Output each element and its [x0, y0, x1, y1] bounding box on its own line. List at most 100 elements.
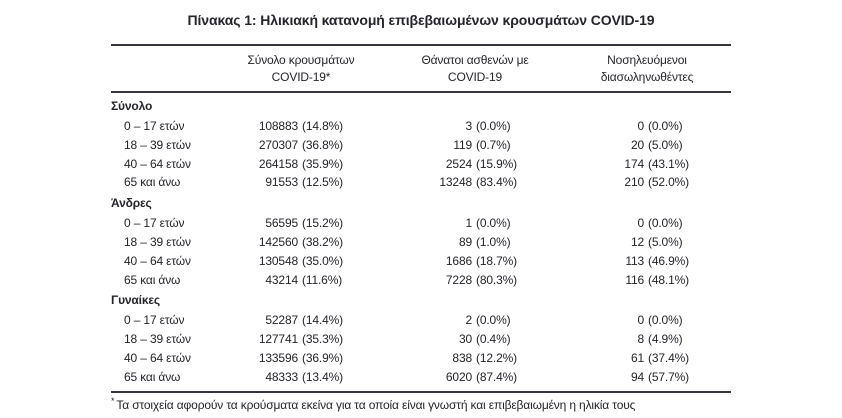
table-title: Πίνακας 1: Ηλικιακή κατανομή επιβεβαιωμέ… [187, 12, 655, 28]
cases-percent: (14.4%) [302, 313, 343, 328]
intubated-cell: 0 (0.0%) [563, 117, 731, 136]
deaths-cell: 1 (0.0%) [387, 214, 563, 233]
table-row: 40 – 64 ετών 264158 (35.9%) 2524 (15.9%) 1… [111, 155, 731, 174]
deaths-count: 838 [452, 350, 472, 365]
deaths-percent: (0.0%) [476, 216, 511, 231]
deaths-percent: (0.4%) [476, 332, 511, 347]
cases-count: 270307 [258, 137, 298, 152]
intubated-cell: 0 (0.0%) [563, 214, 731, 233]
col-header-intubated-line2: διασωληνωθέντες [600, 70, 694, 84]
cases-cell: 91553 (12.5%) [215, 173, 387, 192]
cases-cell: 142560 (38.2%) [215, 233, 387, 252]
intubated-percent: (52.0%) [648, 175, 689, 190]
covid-age-distribution-table: Σύνολο κρουσμάτων COVID-19* Θάνατοι ασθε… [111, 44, 731, 393]
deaths-percent: (87.4%) [476, 369, 517, 384]
cases-count: 48333 [265, 369, 298, 384]
table-row: 0 – 17 ετών 108883 (14.8%) 3 (0.0%) 0 (0.0%… [111, 117, 731, 136]
col-header-deaths: Θάνατοι ασθενών με COVID-19 [387, 52, 563, 86]
deaths-count: 119 [453, 137, 472, 152]
intubated-percent: (46.9%) [648, 253, 689, 268]
age-group-label: 0 – 17 ετών [124, 119, 185, 133]
deaths-cell: 7228 (80.3%) [387, 271, 563, 290]
table-row: 0 – 17 ετών 52287 (14.4%) 2 (0.0%) 0 (0.0%) [111, 311, 731, 330]
cases-cell: 133596 (36.9%) [215, 349, 387, 368]
row-label-column-header [111, 52, 215, 86]
deaths-cell: 6020 (87.4%) [387, 368, 563, 387]
table-row: 0 – 17 ετών 56595 (15.2%) 1 (0.0%) 0 (0.0%) [111, 214, 731, 233]
cases-cell: 264158 (35.9%) [215, 155, 387, 174]
cases-count: 133596 [258, 350, 298, 365]
intubated-cell: 0 (0.0%) [563, 311, 731, 330]
deaths-percent: (0.0%) [476, 313, 511, 328]
intubated-count: 113 [625, 253, 644, 268]
age-group-label: 18 – 39 ετών [124, 234, 191, 249]
deaths-percent: (0.7%) [476, 137, 511, 152]
intubated-count: 8 [637, 332, 644, 347]
intubated-percent: (43.1%) [648, 156, 689, 171]
intubated-cell: 116 (48.1%) [563, 271, 731, 290]
footnote-asterisk: * [111, 395, 115, 406]
cases-cell: 48333 (13.4%) [215, 368, 387, 387]
deaths-cell: 3 (0.0%) [387, 117, 563, 136]
cases-percent: (11.6%) [302, 272, 343, 287]
cases-percent: (35.0%) [302, 253, 343, 268]
section-label: Γυναίκες [111, 293, 161, 308]
intubated-cell: 210 (52.0%) [563, 173, 731, 192]
cases-count: 91553 [265, 175, 298, 190]
cases-count: 264158 [258, 156, 298, 171]
table-row: 40 – 64 ετών 130548 (35.0%) 1686 (18.7%) 1… [111, 252, 731, 271]
cases-count: 56595 [265, 216, 298, 231]
cases-cell: 56595 (15.2%) [215, 214, 387, 233]
col-header-total-cases: Σύνολο κρουσμάτων COVID-19* [215, 52, 387, 86]
intubated-count: 12 [630, 234, 644, 249]
table-row: 65 και άνω 91553 (12.5%) 13248 (83.4%) 210… [111, 173, 731, 192]
cases-cell: 130548 (35.0%) [215, 252, 387, 271]
cases-cell: 270307 (36.8%) [215, 136, 387, 155]
intubated-percent: (57.7%) [648, 369, 689, 384]
deaths-cell: 1686 (18.7%) [387, 252, 563, 271]
intubated-count: 0 [637, 313, 644, 328]
intubated-cell: 94 (57.7%) [563, 368, 731, 387]
age-group-label: 40 – 64 ετών [124, 350, 191, 365]
deaths-count: 1686 [445, 253, 472, 268]
deaths-count: 30 [458, 332, 472, 347]
intubated-cell: 113 (46.9%) [563, 252, 731, 271]
cases-count: 52287 [265, 313, 298, 328]
cases-percent: (15.2%) [302, 216, 343, 231]
deaths-percent: (80.3%) [476, 272, 517, 287]
intubated-percent: (5.0%) [648, 234, 683, 249]
intubated-percent: (0.0%) [648, 216, 683, 231]
deaths-cell: 119 (0.7%) [387, 136, 563, 155]
cases-count: 130548 [258, 253, 298, 268]
col-header-total-cases-line2: COVID-19* [271, 70, 331, 84]
age-group-label: 40 – 64 ετών [124, 253, 191, 268]
cases-percent: (35.9%) [302, 156, 343, 171]
cases-count: 142560 [258, 234, 298, 249]
deaths-percent: (1.0%) [476, 234, 511, 249]
col-header-intubated-line1: Νοσηλευόμενοι [607, 53, 687, 67]
deaths-cell: 2 (0.0%) [387, 311, 563, 330]
age-group-label: 18 – 39 ετών [124, 137, 191, 152]
cases-percent: (14.8%) [302, 119, 343, 133]
table-row: 40 – 64 ετών 133596 (36.9%) 838 (12.2%) 61… [111, 349, 731, 368]
deaths-count: 2 [465, 313, 472, 328]
deaths-cell: 30 (0.4%) [387, 330, 563, 349]
cases-count: 43214 [265, 272, 298, 287]
col-header-deaths-line1: Θάνατοι ασθενών με [421, 53, 529, 67]
cases-percent: (38.2%) [302, 234, 343, 249]
table-header-row: Σύνολο κρουσμάτων COVID-19* Θάνατοι ασθε… [111, 44, 731, 93]
footnote: * Τα στοιχεία αφορούν τα κρούσματα εκείνα… [111, 396, 731, 412]
section-row-men: Άνδρες [111, 192, 731, 214]
cases-percent: (36.8%) [302, 137, 343, 152]
intubated-percent: (5.0%) [648, 137, 683, 152]
age-group-label: 65 και άνω [124, 369, 181, 384]
intubated-percent: (0.0%) [648, 313, 683, 328]
deaths-percent: (18.7%) [476, 253, 517, 268]
intubated-count: 0 [637, 216, 644, 231]
deaths-cell: 89 (1.0%) [387, 233, 563, 252]
intubated-count: 94 [630, 369, 644, 384]
section-label: Σύνολο [111, 99, 153, 113]
col-header-deaths-line2: COVID-19 [447, 70, 503, 84]
age-group-label: 0 – 17 ετών [124, 313, 185, 328]
